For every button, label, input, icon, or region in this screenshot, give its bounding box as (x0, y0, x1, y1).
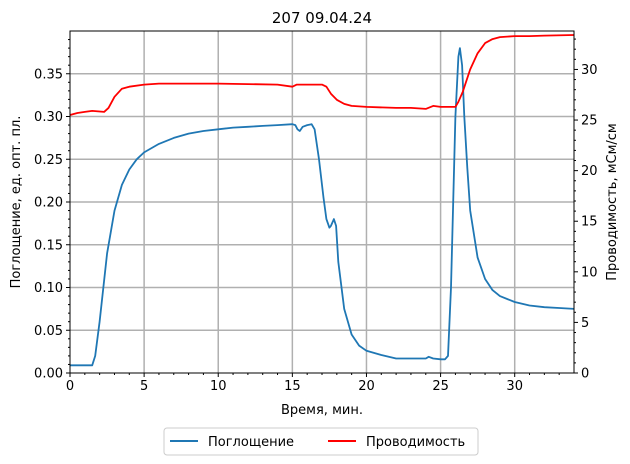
x-tick-label: 10 (210, 379, 227, 394)
axis-ticks: 0 5 10 15 20 25 30 0.00 0.05 0.10 0.15 0.20 0.25 0.30… (34, 38, 598, 394)
x-tick-label: 5 (140, 379, 148, 394)
chart-title: 207 09.04.24 (272, 9, 372, 27)
y-left-tick-label: 0.15 (34, 238, 63, 253)
y-left-tick-label: 0.10 (34, 281, 63, 296)
x-tick-label: 30 (506, 379, 523, 394)
x-tick-label: 20 (358, 379, 375, 394)
y-right-tick-label: 0 (581, 367, 589, 382)
y-left-tick-label: 0.25 (34, 153, 63, 168)
x-tick-label: 25 (432, 379, 449, 394)
y-left-tick-label: 0.05 (34, 324, 63, 339)
y-left-tick-label: 0.00 (34, 367, 63, 382)
y-left-tick-label: 0.30 (34, 110, 63, 125)
legend-label-absorbance: Поглощение (208, 435, 294, 450)
x-axis-label: Время, мин. (281, 403, 363, 418)
y-right-axis-label: Проводимость, мСм/см (605, 123, 620, 280)
y-right-tick-label: 20 (581, 164, 598, 179)
grid-lines (70, 31, 574, 373)
series-line-conductivity (69, 34, 575, 116)
legend: Поглощение Проводимость (163, 427, 479, 456)
x-tick-label: 0 (66, 379, 74, 394)
legend-label-conductivity: Проводимость (366, 435, 465, 450)
y-right-tick-label: 30 (581, 63, 598, 78)
y-right-tick-label: 5 (581, 316, 589, 331)
y-right-tick-label: 10 (581, 265, 598, 280)
series-layer (69, 34, 575, 367)
y-left-tick-label: 0.20 (34, 196, 63, 211)
y-right-tick-label: 15 (581, 215, 598, 230)
y-left-axis-label: Поглощение, ед. опт. пл. (9, 116, 24, 289)
legend-box (163, 427, 479, 456)
series-line-absorbance (70, 47, 575, 367)
x-tick-label: 15 (284, 379, 301, 394)
y-left-tick-label: 0.35 (34, 67, 63, 82)
y-right-tick-label: 25 (581, 114, 598, 129)
